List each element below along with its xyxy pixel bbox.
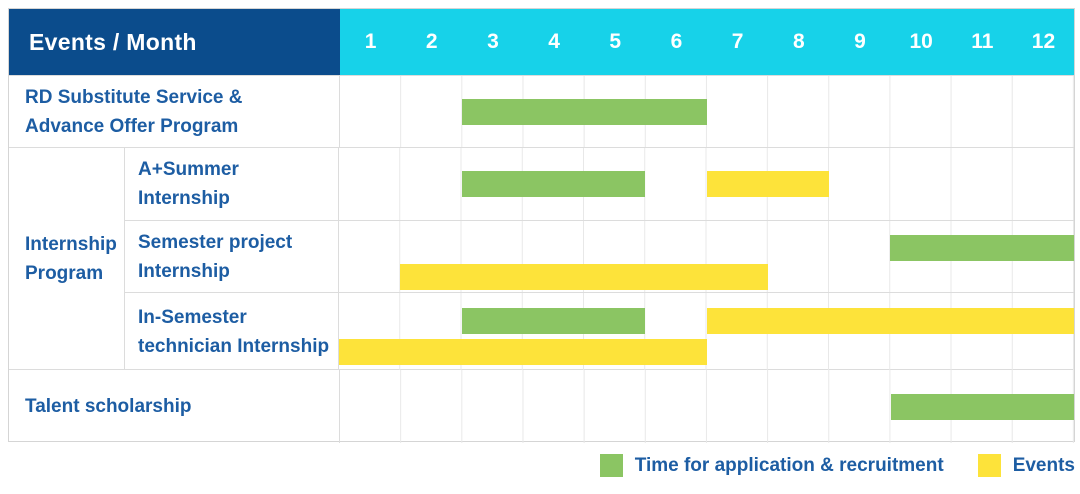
month-header-label: 1 [364, 30, 377, 53]
gantt-bar-event [706, 308, 1074, 335]
gantt-bar-application [890, 393, 1074, 420]
gantt-bar-application [462, 98, 707, 125]
row-label-rd-substitute: RD Substitute Service & Advance Offer Pr… [9, 76, 340, 147]
table-row: In-Semester technician Internship [125, 292, 1074, 370]
corner-title: Events / Month [29, 28, 197, 55]
table-header: Events / Month 1 2 3 4 5 6 7 8 9 10 11 12 [9, 9, 1074, 75]
group-label-line: Internship [25, 233, 117, 255]
row-label-line: Internship [138, 188, 230, 209]
group-label-line: Program [25, 262, 104, 284]
row-label-line: In-Semester [138, 306, 247, 328]
gantt-bar-application [461, 308, 646, 335]
group-label-internship-program: Internship Program [9, 148, 125, 369]
gantt-lane-talent-scholarship [340, 370, 1074, 443]
month-header-label: 11 [971, 30, 994, 53]
row-label-a-summer-internship: A+Summer Internship [125, 148, 339, 220]
row-label-line: Semester project [138, 231, 293, 253]
row-label-talent-scholarship: Talent scholarship [9, 370, 340, 443]
month-header-label: 5 [609, 30, 622, 53]
gantt-bar-event [400, 263, 768, 290]
gantt-bar-application [461, 171, 646, 197]
gantt-bar-event [706, 171, 829, 197]
legend-label-application: Time for application & recruitment [634, 454, 944, 476]
legend-item-application: Time for application & recruitment [599, 454, 944, 477]
row-label-line: Talent scholarship [25, 396, 192, 417]
table-row: RD Substitute Service & Advance Offer Pr… [9, 75, 1074, 147]
month-header-label: 8 [792, 30, 805, 53]
month-header-label: 2 [425, 30, 438, 53]
gantt-bar-application [890, 235, 1074, 262]
row-label-line: A+Summer [138, 159, 239, 180]
row-label-semester-project-internship: Semester project Internship [125, 221, 339, 292]
month-header-label: 6 [670, 30, 683, 53]
gantt-lane-semester-project-internship [339, 221, 1074, 292]
corner-header-cell: Events / Month [9, 9, 340, 75]
internship-program-group: Internship Program A+Summer Internship S… [9, 147, 1074, 370]
row-label-line: technician Internship [138, 335, 330, 357]
month-header-label: 7 [731, 30, 744, 53]
table-row: Semester project Internship [125, 220, 1074, 292]
month-header-label: 3 [487, 30, 499, 53]
group-sub-rows: A+Summer Internship Semester project Int… [125, 148, 1074, 370]
legend-item-events: Events [977, 454, 1075, 477]
gantt-lane-rd-substitute [340, 76, 1074, 147]
row-label-line: Advance Offer Program [25, 115, 239, 137]
month-header-label: 9 [854, 30, 866, 53]
legend-label-events: Events [1012, 454, 1075, 476]
table-row: A+Summer Internship [125, 148, 1074, 220]
gantt-bar-event [339, 339, 707, 366]
gantt-lane-in-semester-technician-internship [339, 293, 1074, 370]
application-color-swatch [599, 454, 623, 477]
month-header-label: 10 [909, 30, 933, 53]
months-header: 1 2 3 4 5 6 7 8 9 10 11 12 [340, 9, 1074, 75]
legend: Time for application & recruitment Event… [599, 454, 1075, 477]
gantt-table: Events / Month 1 2 3 4 5 6 7 8 9 10 11 12 RD Substi… [8, 8, 1075, 443]
table-row: Talent scholarship [9, 369, 1074, 443]
events-color-swatch [977, 454, 1001, 477]
row-label-line: Internship [138, 260, 230, 282]
month-header-label: 4 [548, 30, 560, 53]
gantt-lane-a-summer-internship [339, 148, 1074, 220]
row-label-in-semester-technician-internship: In-Semester technician Internship [125, 293, 339, 370]
month-header-label: 12 [1031, 30, 1056, 53]
row-label-line: RD Substitute Service & [25, 86, 243, 108]
